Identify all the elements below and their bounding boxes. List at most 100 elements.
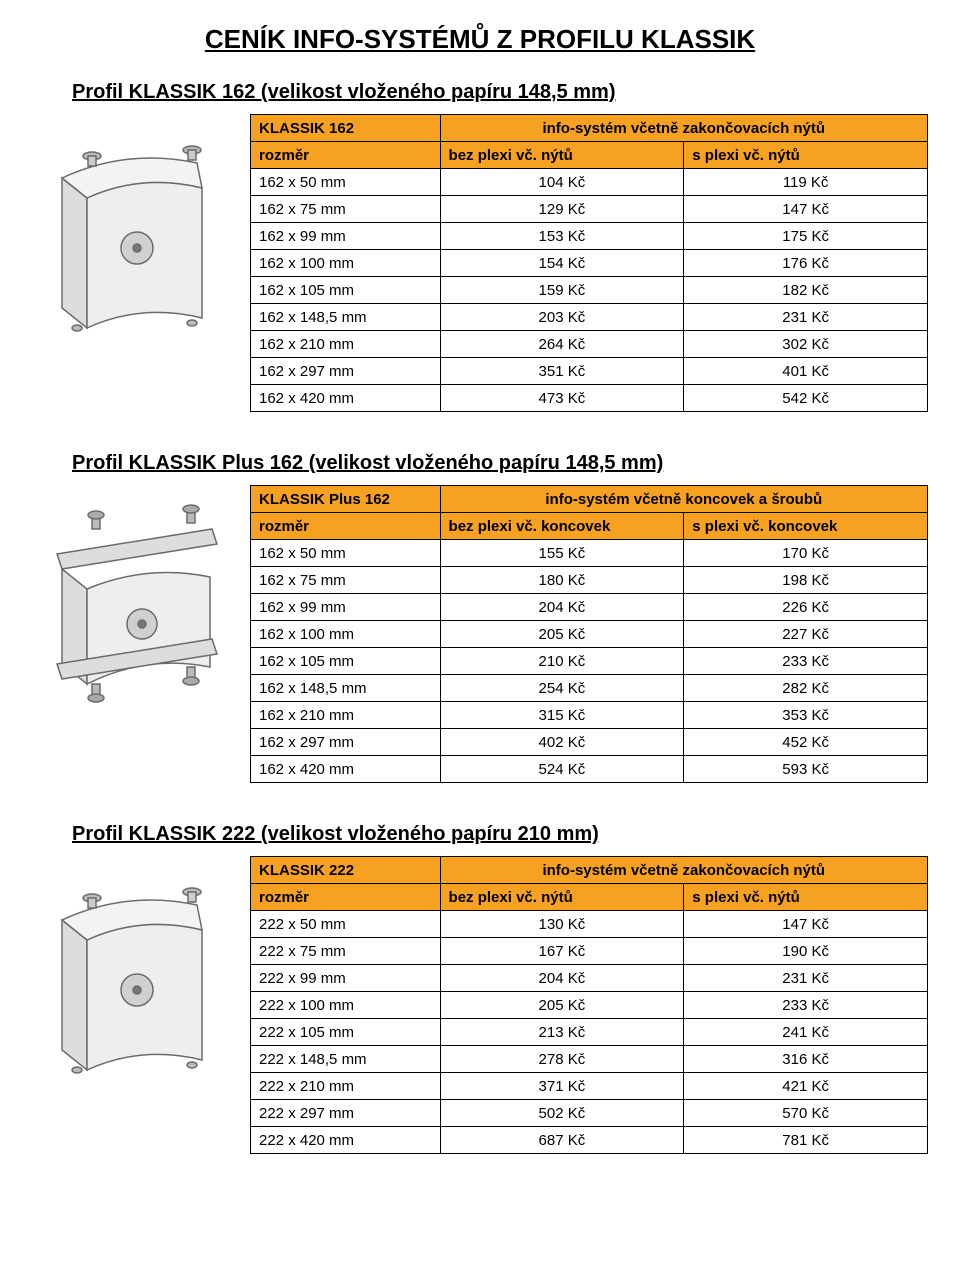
cell-price-bez: 180 Kč [440, 567, 684, 594]
table-header-col2: s plexi vč. nýtů [684, 884, 928, 911]
cell-price-bez: 205 Kč [440, 621, 684, 648]
table-row: 162 x 100 mm205 Kč227 Kč [251, 621, 928, 648]
table-row: 162 x 420 mm524 Kč593 Kč [251, 756, 928, 783]
cell-size: 162 x 105 mm [251, 648, 441, 675]
cell-size: 222 x 100 mm [251, 992, 441, 1019]
table-header-col2: s plexi vč. nýtů [684, 142, 928, 169]
cell-size: 162 x 50 mm [251, 540, 441, 567]
cell-price-s: 227 Kč [684, 621, 928, 648]
cell-price-s: 401 Kč [684, 358, 928, 385]
cell-size: 162 x 148,5 mm [251, 304, 441, 331]
cell-price-s: 241 Kč [684, 1019, 928, 1046]
table-row: 162 x 148,5 mm203 Kč231 Kč [251, 304, 928, 331]
table-row: 222 x 148,5 mm278 Kč316 Kč [251, 1046, 928, 1073]
cell-price-s: 421 Kč [684, 1073, 928, 1100]
cell-price-s: 170 Kč [684, 540, 928, 567]
cell-size: 162 x 210 mm [251, 331, 441, 358]
table-row: 222 x 297 mm502 Kč570 Kč [251, 1100, 928, 1127]
cell-price-s: 226 Kč [684, 594, 928, 621]
cell-price-s: 182 Kč [684, 277, 928, 304]
cell-price-s: 190 Kč [684, 938, 928, 965]
table-header-col1: bez plexi vč. nýtů [440, 884, 684, 911]
table-row: 162 x 99 mm204 Kč226 Kč [251, 594, 928, 621]
cell-price-bez: 213 Kč [440, 1019, 684, 1046]
cell-price-s: 147 Kč [684, 911, 928, 938]
section-title: Profil KLASSIK 222 (velikost vloženého p… [72, 823, 928, 846]
cell-price-bez: 129 Kč [440, 196, 684, 223]
cell-price-bez: 351 Kč [440, 358, 684, 385]
cell-size: 222 x 210 mm [251, 1073, 441, 1100]
cell-price-bez: 155 Kč [440, 540, 684, 567]
table-header-col1: bez plexi vč. nýtů [440, 142, 684, 169]
cell-size: 162 x 297 mm [251, 729, 441, 756]
cell-size: 162 x 99 mm [251, 223, 441, 250]
cell-price-s: 593 Kč [684, 756, 928, 783]
table-header-rozmer: rozměr [251, 884, 441, 911]
cell-price-s: 781 Kč [684, 1127, 928, 1154]
cell-price-s: 452 Kč [684, 729, 928, 756]
cell-price-s: 353 Kč [684, 702, 928, 729]
cell-price-bez: 153 Kč [440, 223, 684, 250]
cell-size: 222 x 50 mm [251, 911, 441, 938]
table-row: 162 x 210 mm264 Kč302 Kč [251, 331, 928, 358]
price-section: Profil KLASSIK 222 (velikost vloženého p… [32, 823, 928, 1154]
cell-size: 222 x 75 mm [251, 938, 441, 965]
cell-size: 222 x 420 mm [251, 1127, 441, 1154]
cell-price-bez: 205 Kč [440, 992, 684, 1019]
cell-size: 162 x 210 mm [251, 702, 441, 729]
cell-price-s: 147 Kč [684, 196, 928, 223]
cell-price-s: 233 Kč [684, 992, 928, 1019]
cell-price-s: 570 Kč [684, 1100, 928, 1127]
cell-price-s: 233 Kč [684, 648, 928, 675]
cell-size: 222 x 297 mm [251, 1100, 441, 1127]
cell-price-bez: 524 Kč [440, 756, 684, 783]
table-header-rozmer: rozměr [251, 513, 441, 540]
table-row: 222 x 105 mm213 Kč241 Kč [251, 1019, 928, 1046]
table-header-name: KLASSIK 222 [251, 857, 441, 884]
table-row: 162 x 75 mm129 Kč147 Kč [251, 196, 928, 223]
table-row: 222 x 50 mm130 Kč147 Kč [251, 911, 928, 938]
cell-price-s: 198 Kč [684, 567, 928, 594]
price-section: Profil KLASSIK Plus 162 (velikost vložen… [32, 452, 928, 783]
cell-price-s: 282 Kč [684, 675, 928, 702]
table-row: 222 x 210 mm371 Kč421 Kč [251, 1073, 928, 1100]
section-title: Profil KLASSIK Plus 162 (velikost vložen… [72, 452, 928, 475]
cell-size: 222 x 105 mm [251, 1019, 441, 1046]
table-header-name: KLASSIK 162 [251, 115, 441, 142]
table-row: 162 x 99 mm153 Kč175 Kč [251, 223, 928, 250]
cell-size: 162 x 100 mm [251, 250, 441, 277]
table-row: 162 x 105 mm210 Kč233 Kč [251, 648, 928, 675]
table-header-name: KLASSIK Plus 162 [251, 486, 441, 513]
cell-price-bez: 159 Kč [440, 277, 684, 304]
table-row: 162 x 50 mm104 Kč119 Kč [251, 169, 928, 196]
table-header-col1: bez plexi vč. koncovek [440, 513, 684, 540]
cell-size: 162 x 420 mm [251, 385, 441, 412]
section-title: Profil KLASSIK 162 (velikost vloženého p… [72, 81, 928, 104]
cell-price-bez: 204 Kč [440, 965, 684, 992]
cell-price-bez: 473 Kč [440, 385, 684, 412]
table-super-header: info-systém včetně zakončovacích nýtů [440, 115, 927, 142]
cell-size: 162 x 420 mm [251, 756, 441, 783]
cell-size: 162 x 75 mm [251, 567, 441, 594]
cell-price-bez: 264 Kč [440, 331, 684, 358]
table-row: 222 x 420 mm687 Kč781 Kč [251, 1127, 928, 1154]
cell-size: 162 x 297 mm [251, 358, 441, 385]
table-super-header: info-systém včetně zakončovacích nýtů [440, 857, 927, 884]
cell-size: 162 x 50 mm [251, 169, 441, 196]
cell-price-bez: 167 Kč [440, 938, 684, 965]
cell-price-s: 302 Kč [684, 331, 928, 358]
cell-size: 222 x 148,5 mm [251, 1046, 441, 1073]
table-row: 162 x 50 mm155 Kč170 Kč [251, 540, 928, 567]
cell-price-s: 316 Kč [684, 1046, 928, 1073]
cell-price-bez: 502 Kč [440, 1100, 684, 1127]
cell-price-s: 176 Kč [684, 250, 928, 277]
table-row: 162 x 100 mm154 Kč176 Kč [251, 250, 928, 277]
table-header-rozmer: rozměr [251, 142, 441, 169]
cell-price-bez: 402 Kč [440, 729, 684, 756]
cell-size: 162 x 75 mm [251, 196, 441, 223]
price-table: KLASSIK 162info-systém včetně zakončovac… [250, 114, 928, 412]
cell-price-bez: 254 Kč [440, 675, 684, 702]
cell-price-bez: 278 Kč [440, 1046, 684, 1073]
price-table: KLASSIK 222info-systém včetně zakončovac… [250, 856, 928, 1154]
cell-size: 162 x 99 mm [251, 594, 441, 621]
